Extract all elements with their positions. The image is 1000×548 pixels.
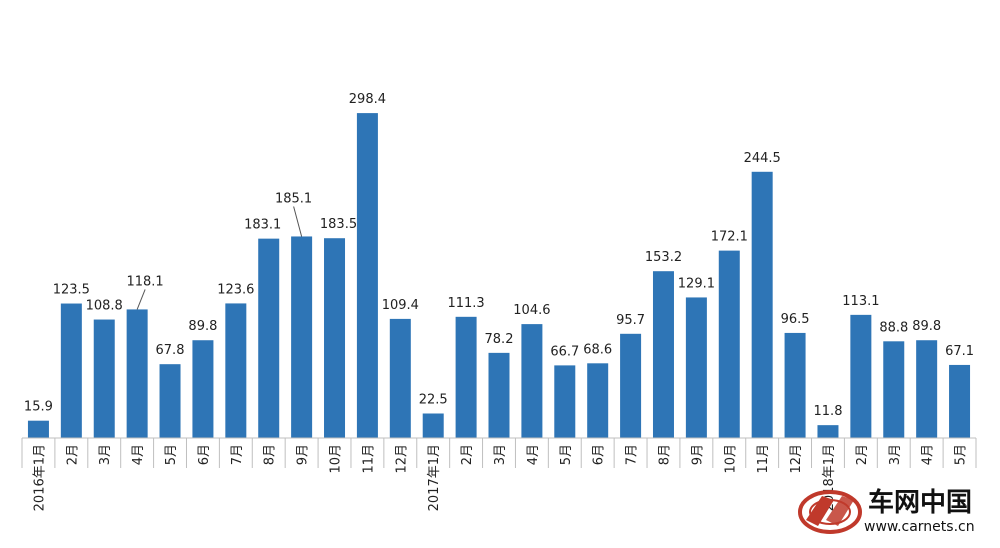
value-label: 96.5 [781, 312, 810, 327]
bar [554, 365, 576, 438]
value-label: 11.8 [814, 404, 843, 419]
value-label: 244.5 [744, 151, 781, 166]
value-label: 298.4 [349, 92, 386, 107]
value-label: 129.1 [678, 276, 715, 291]
x-tick-label: 10月 [329, 444, 344, 474]
x-tick-label: 7月 [230, 444, 245, 465]
brand-watermark: 车网中国 www.carnets.cn [798, 487, 975, 535]
x-tick-label: 10月 [723, 444, 738, 474]
bar [817, 425, 839, 438]
value-label: 68.6 [583, 342, 612, 357]
bar [850, 314, 872, 438]
x-tick-label: 2月 [855, 444, 870, 465]
x-tick-label: 4月 [526, 444, 541, 465]
value-label: 89.8 [912, 319, 941, 334]
x-tick-label: 2月 [460, 444, 475, 465]
x-tick-label: 6月 [592, 444, 607, 465]
value-label: 109.4 [382, 298, 419, 313]
bar [521, 324, 543, 438]
x-tick-label: 11月 [756, 444, 771, 474]
x-tick-label: 4月 [131, 444, 146, 465]
value-label: 104.6 [513, 303, 550, 318]
value-label: 67.8 [156, 343, 185, 358]
label-leader-line [136, 289, 146, 310]
bar [291, 236, 313, 438]
bar [718, 250, 740, 438]
x-tick-label: 6月 [197, 444, 212, 465]
x-tick-label: 9月 [690, 444, 705, 465]
value-label: 67.1 [945, 344, 974, 359]
bar [620, 333, 642, 438]
bar [883, 341, 905, 438]
bar [751, 171, 773, 439]
brand-logo-icon [798, 490, 862, 534]
value-label: 22.5 [419, 393, 448, 408]
x-tick-label: 7月 [625, 444, 640, 465]
value-label: 113.1 [842, 294, 879, 309]
value-label: 89.8 [188, 319, 217, 334]
x-tick-label: 5月 [164, 444, 179, 465]
x-tick-label: 2月 [65, 444, 80, 465]
brand-name-cn: 车网中国 [868, 487, 972, 518]
bar [685, 297, 707, 438]
x-tick-label: 12月 [394, 444, 409, 474]
bar [455, 316, 477, 438]
x-tick-label: 12月 [789, 444, 804, 474]
value-label: 95.7 [616, 313, 645, 328]
bar [356, 113, 378, 438]
bar [652, 271, 674, 438]
bar [225, 303, 247, 438]
value-label: 111.3 [447, 296, 484, 311]
bar [126, 309, 148, 438]
value-labels-layer: 15.9123.5108.8118.167.889.8123.6183.1185… [24, 92, 974, 419]
bar [389, 318, 411, 438]
bar [916, 340, 938, 438]
label-leader-line [293, 206, 303, 237]
x-tick-label: 5月 [559, 444, 574, 465]
x-axis: 2016年1月 2月 3月 4月 5月 6月 7月 8月 9月 10月 11月 12月 2017年1月 2… [21, 437, 977, 511]
value-label: 108.8 [86, 299, 123, 314]
x-tick-label: 5月 [954, 444, 969, 465]
value-label: 78.2 [485, 332, 514, 347]
value-label: 183.1 [244, 218, 281, 233]
value-label: 153.2 [645, 250, 682, 265]
bars-layer [27, 113, 971, 439]
bar [27, 420, 49, 438]
value-label: 123.6 [217, 282, 254, 297]
x-tick-label: 11月 [361, 444, 376, 474]
bar [784, 332, 806, 438]
value-label: 183.5 [320, 217, 357, 232]
value-label: 172.1 [711, 230, 748, 245]
bar [324, 238, 346, 438]
x-tick-label: 2016年1月 [32, 444, 47, 511]
x-tick-label: 4月 [921, 444, 936, 465]
x-tick-label: 3月 [493, 444, 508, 465]
value-label: 118.1 [126, 274, 163, 289]
x-tick-label: 3月 [98, 444, 113, 465]
bar [587, 363, 609, 438]
bar [93, 319, 115, 438]
bar [192, 340, 214, 438]
value-label: 15.9 [24, 400, 53, 415]
bar [60, 303, 82, 438]
x-tick-label: 2018年1月 [822, 444, 837, 511]
bar [949, 364, 971, 438]
value-label: 123.5 [53, 283, 90, 298]
value-label: 66.7 [550, 344, 579, 359]
x-tick-label: 3月 [888, 444, 903, 465]
value-label: 88.8 [879, 320, 908, 335]
bar [159, 364, 181, 438]
x-tick-label: 8月 [657, 444, 672, 465]
x-tick-label: 9月 [296, 444, 311, 465]
x-tick-label: 8月 [263, 444, 278, 465]
bar [488, 352, 510, 438]
bar [422, 413, 444, 438]
x-tick-label: 2017年1月 [427, 444, 442, 511]
brand-url: www.carnets.cn [864, 519, 975, 535]
value-label: 185.1 [275, 192, 312, 207]
bar [258, 238, 280, 438]
